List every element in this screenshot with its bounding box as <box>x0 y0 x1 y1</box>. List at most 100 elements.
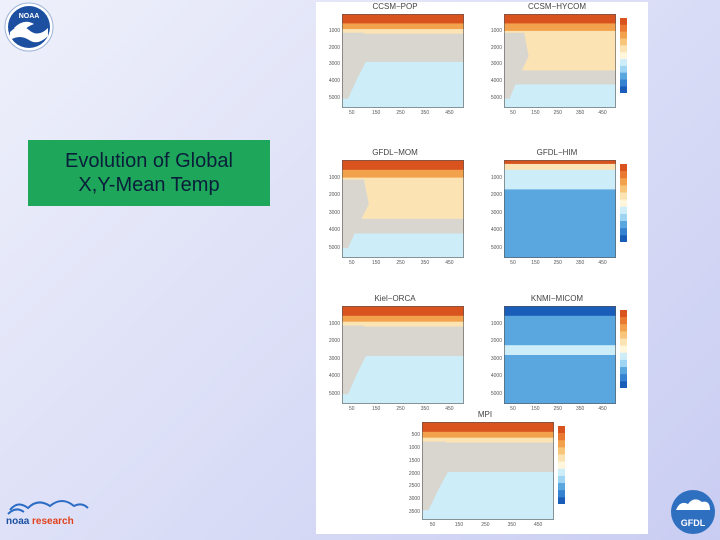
colorbar <box>620 164 627 243</box>
panel-gfdl-him: GFDL−HIM 1000 2000 3000 4000 5000 50 150 250 350 4… <box>482 148 632 272</box>
y-tick-label: 4000 <box>490 78 502 85</box>
x-tick-label: 450 <box>445 406 454 412</box>
panel-title: MPI <box>477 410 493 419</box>
colorbar-swatch <box>620 367 627 375</box>
panel-mpi: MPI 500 1000 1500 2000 2500 3000 3500 50 150 250 35… <box>400 410 570 534</box>
y-tick-label: 4000 <box>328 373 340 379</box>
colorbar-swatch <box>620 374 627 382</box>
x-tick-label: 150 <box>371 110 381 116</box>
panel-knmi-micom: KNMI−MICOM 1000 2000 3000 4000 5000 50 150 250 35… <box>482 294 632 418</box>
field-band <box>342 29 464 35</box>
field-band <box>342 160 464 171</box>
y-tick-label: 4000 <box>328 78 340 85</box>
colorbar-swatch <box>620 324 627 332</box>
y-tick-label: 3500 <box>408 509 420 516</box>
x-tick-label: 450 <box>598 110 607 116</box>
field-band <box>342 355 464 404</box>
colorbar-swatch <box>558 440 565 448</box>
panel-ccsm-hycom: CCSM−HYCOM 1000 2000 3000 4000 5000 50 150 250 35… <box>482 2 632 122</box>
panel-gfdl-mom: GFDL−MOM 1000 2000 3000 4000 5000 50 150 250 350 4… <box>320 148 470 272</box>
field-band <box>422 437 554 444</box>
y-tick-label: 3000 <box>408 496 420 503</box>
plot-frame <box>342 14 464 108</box>
field-band <box>342 233 464 258</box>
y-tick-label: 5000 <box>490 244 502 251</box>
y-tick-label: 2000 <box>328 192 340 198</box>
x-tick-label: 350 <box>420 110 430 116</box>
panel-plot <box>422 422 554 520</box>
slide-title: Evolution of Global X,Y-Mean Temp <box>28 140 270 206</box>
x-tick-label: 250 <box>396 110 405 116</box>
field-band <box>422 471 554 520</box>
noaa-logo: NOAA <box>4 2 54 52</box>
x-tick-label: 450 <box>445 260 454 266</box>
y-tick-label: 3000 <box>490 61 502 68</box>
panel-plot <box>504 306 616 404</box>
colorbar-swatch <box>620 345 627 354</box>
gfdl-logo-text: GFDL <box>681 518 706 528</box>
colorbar-swatch <box>620 79 627 87</box>
x-tick-label: 150 <box>531 110 540 116</box>
x-tick-label: 450 <box>598 406 607 412</box>
x-tick-label: 150 <box>371 406 381 412</box>
y-tick-label: 2000 <box>408 470 420 477</box>
field-band <box>504 163 616 171</box>
colorbar-swatch <box>558 447 565 455</box>
colorbar-swatch <box>558 468 565 477</box>
field-band <box>342 315 464 323</box>
noaa-research-text-a: noaa <box>6 516 30 527</box>
y-tick-label: 5000 <box>328 390 340 397</box>
panel-title: CCSM−POP <box>372 2 418 11</box>
y-tick-label: 4000 <box>490 373 502 379</box>
field-band <box>504 160 616 165</box>
field-band <box>342 14 464 24</box>
colorbar-swatch <box>620 31 627 39</box>
colorbar-swatch <box>558 454 565 462</box>
x-tick-label: 250 <box>553 110 562 116</box>
colorbar-swatch <box>558 461 565 470</box>
slide-title-line2: X,Y-Mean Temp <box>78 174 220 196</box>
slide-title-line1: Evolution of Global <box>65 150 233 172</box>
colorbar-swatch <box>620 178 627 186</box>
colorbar-swatch <box>558 433 565 441</box>
plot-frame <box>422 422 554 520</box>
x-tick-label: 350 <box>575 406 585 412</box>
colorbar-swatch <box>620 317 627 325</box>
noaa-logo-text: NOAA <box>19 13 40 20</box>
field-band <box>342 169 464 179</box>
colorbar-swatch <box>558 426 565 434</box>
colorbar-swatch <box>620 359 627 368</box>
colorbar-swatch <box>620 331 627 339</box>
colorbar-swatch <box>620 18 627 26</box>
field-band <box>504 169 616 190</box>
panel-title: KNMI−MICOM <box>530 294 584 303</box>
panel-title: GFDL−HIM <box>536 148 578 157</box>
colorbar-swatch <box>620 59 627 67</box>
colorbar-swatch <box>558 497 565 505</box>
y-tick-label: 1000 <box>490 320 502 327</box>
plot-frame <box>342 160 464 258</box>
colorbar-swatch <box>620 171 627 179</box>
field-band <box>504 84 616 108</box>
x-tick-label: 150 <box>371 260 381 266</box>
colorbar-swatch <box>620 221 627 229</box>
colorbar-swatch <box>620 338 627 346</box>
colorbar-swatch <box>620 24 627 32</box>
field-band <box>504 315 616 346</box>
x-tick-label: 50 <box>510 110 516 116</box>
x-tick-label: 150 <box>531 406 540 412</box>
x-tick-label: 350 <box>507 522 516 528</box>
colorbar-swatch <box>620 72 627 80</box>
colorbar-swatch <box>620 310 627 318</box>
panel-plot <box>504 160 616 258</box>
field-region <box>342 32 369 99</box>
plot-frame <box>504 14 616 108</box>
y-tick-label: 1000 <box>408 444 420 451</box>
field-band <box>504 70 616 85</box>
y-tick-label: 1500 <box>408 457 420 464</box>
x-tick-label: 250 <box>553 406 562 412</box>
y-tick-label: 4000 <box>490 227 502 233</box>
panel-title: GFDL−MOM <box>372 148 418 157</box>
field-band <box>342 306 464 317</box>
field-band <box>504 23 616 32</box>
